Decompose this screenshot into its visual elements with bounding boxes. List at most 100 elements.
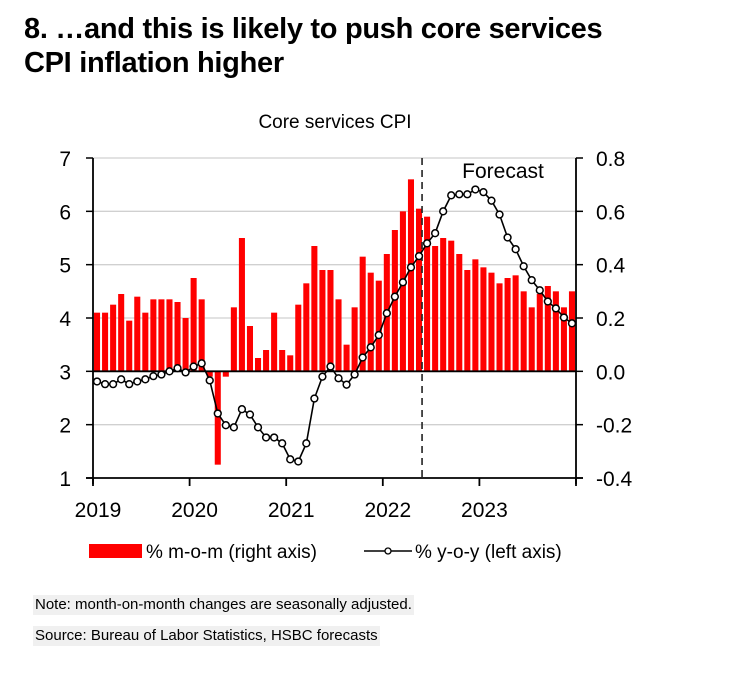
mom-bar [416,208,423,372]
mom-bar [190,278,197,372]
yoy-marker [430,229,440,238]
yoy-marker [406,263,416,272]
yoy-marker [294,457,303,466]
mom-bar [271,312,278,372]
right-tick-label: 0.8 [596,148,625,171]
mom-bar [182,318,189,372]
mom-bar [367,272,374,372]
yoy-marker [326,362,335,371]
x-tick-label: 2023 [461,499,508,522]
chart-note: Note: month-on-month changes are seasona… [33,595,414,615]
mom-bar [327,270,334,372]
mom-bar [496,283,503,372]
mom-bar [424,216,431,372]
mom-bar [110,304,117,372]
left-tick-label: 2 [59,415,71,438]
gridlines [93,157,576,426]
yoy-marker [342,380,351,389]
legend-swatch-mom [89,544,142,558]
mom-bar [544,286,551,372]
mom-bar [311,246,318,372]
yoy-marker [495,210,504,219]
yoy-marker [318,372,327,381]
mom-bar [448,240,455,372]
yoy-marker [487,196,496,205]
mom-bar [287,355,294,372]
forecast-label: Forecast [462,160,544,183]
mom-bar [214,371,221,465]
yoy-marker [511,245,520,254]
mom-bar [279,350,286,372]
yoy-marker [503,233,512,242]
chart-heading-line2: CPI inflation higher [24,47,284,79]
yoy-marker [447,191,456,200]
mom-bar [303,283,310,372]
mom-bar [488,272,495,372]
left-tick-label: 1 [59,468,71,491]
legend-label-yoy: % y-o-y (left axis) [415,542,562,563]
chart-title: Core services CPI [258,112,411,133]
yoy-marker [125,379,134,389]
mom-bar [512,275,519,372]
mom-bar [230,307,237,372]
mom-bar [102,312,109,372]
yoy-marker [205,376,214,385]
mom-bar [150,299,157,372]
yoy-marker [173,363,182,373]
mom-bar [536,294,543,372]
yoy-marker [141,375,150,384]
legend: % m-o-m (right axis) % y-o-y (left axis) [89,542,562,563]
yoy-marker [374,330,383,340]
yoy-marker [237,405,247,414]
mom-bar [142,312,149,372]
right-tick-label: -0.4 [596,468,633,491]
yoy-marker [471,185,480,194]
mom-bar [206,371,213,377]
mom-bar [456,254,463,372]
mom-bar [335,299,342,372]
yoy-marker [382,309,391,318]
mom-bar [464,270,471,372]
yoy-marker [527,275,536,285]
left-tick-label: 5 [59,255,71,278]
yoy-marker [245,410,255,419]
mom-bar [351,307,358,372]
mom-bar [343,344,350,372]
yoy-marker [422,239,432,248]
yoy-marker [479,187,488,197]
mom-bar [375,280,382,372]
yoy-marker [197,359,206,368]
yoy-marker [213,409,222,418]
yoy-marker [302,439,311,448]
mom-bar [246,326,253,372]
legend-label-mom: % m-o-m (right axis) [146,542,317,563]
legend-swatch-yoy-marker [384,547,392,555]
right-tick-label: 0.4 [596,255,626,278]
mom-bar [222,371,229,377]
yoy-marker [519,262,528,271]
mom-bar [399,211,406,372]
yoy-marker [543,297,552,306]
yoy-marker [286,455,295,464]
mom-bar [552,291,559,372]
right-tick-label: -0.2 [596,415,632,438]
x-tick-label: 2022 [364,499,411,522]
yoy-marker [117,375,126,384]
mom-bar [472,259,479,372]
yoy-marker [108,379,118,389]
yoy-marker [278,439,287,448]
yoy-marker [463,190,472,199]
yoy-marker [439,207,448,216]
yoy-marker [189,362,198,371]
mom-bar [126,320,133,372]
x-tick-label: 2021 [268,499,315,522]
mom-bar [440,238,447,372]
yoy-marker [559,313,569,322]
yoy-marker [358,353,367,362]
right-tick-label: 0.0 [596,361,625,384]
mom-bar [480,267,487,372]
yoy-marker [157,370,166,379]
yoy-marker [149,371,158,381]
yoy-marker [535,286,544,295]
